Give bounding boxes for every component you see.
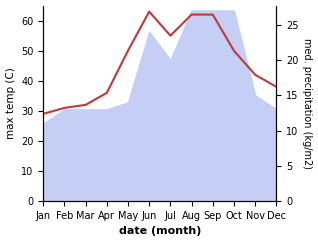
Y-axis label: max temp (C): max temp (C) <box>5 68 16 139</box>
Y-axis label: med. precipitation (kg/m2): med. precipitation (kg/m2) <box>302 38 313 169</box>
X-axis label: date (month): date (month) <box>119 227 201 236</box>
